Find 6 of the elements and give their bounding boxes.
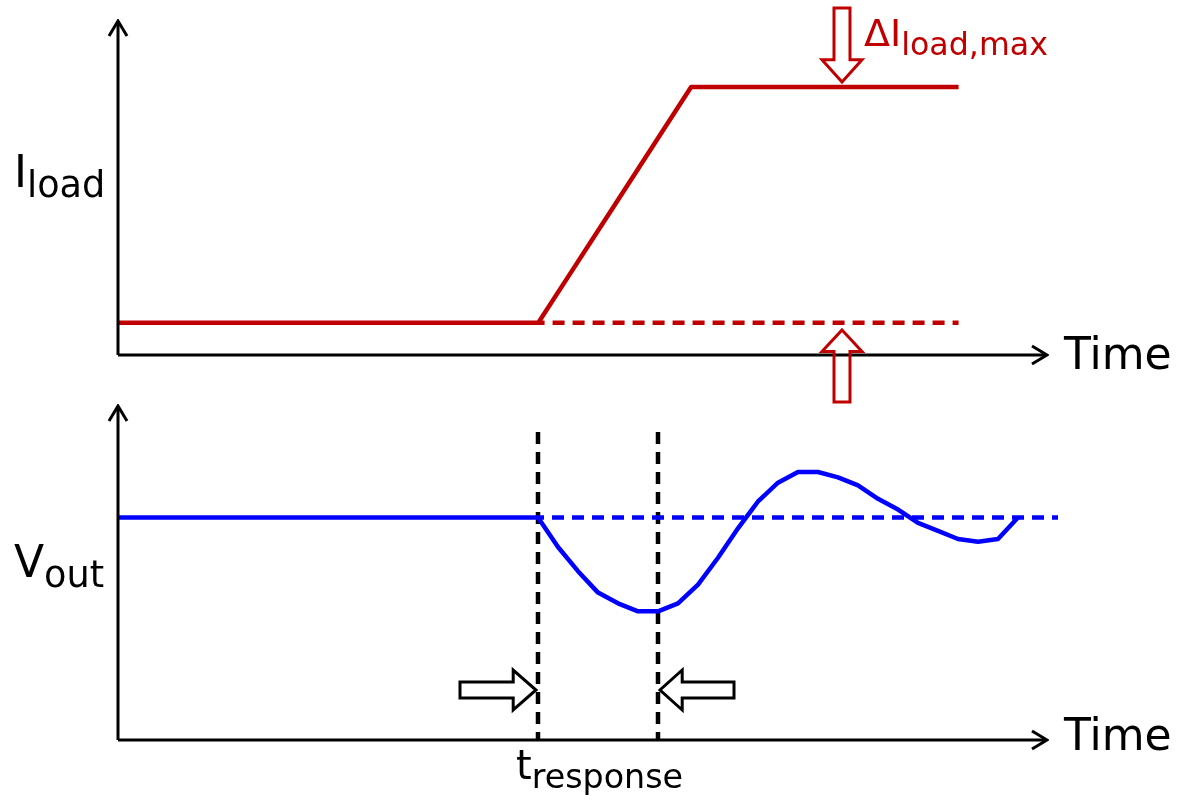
y-axis-title: V$_{out}$ <box>14 536 105 596</box>
text: t$_{response}$ <box>516 742 684 796</box>
x-axis-title: Time <box>1064 328 1172 379</box>
text: ΔI$_{load,max}$ <box>864 11 1048 62</box>
y-axis-title: I$_{load}$ <box>14 146 106 206</box>
x-axis-title: Time <box>1064 709 1172 760</box>
